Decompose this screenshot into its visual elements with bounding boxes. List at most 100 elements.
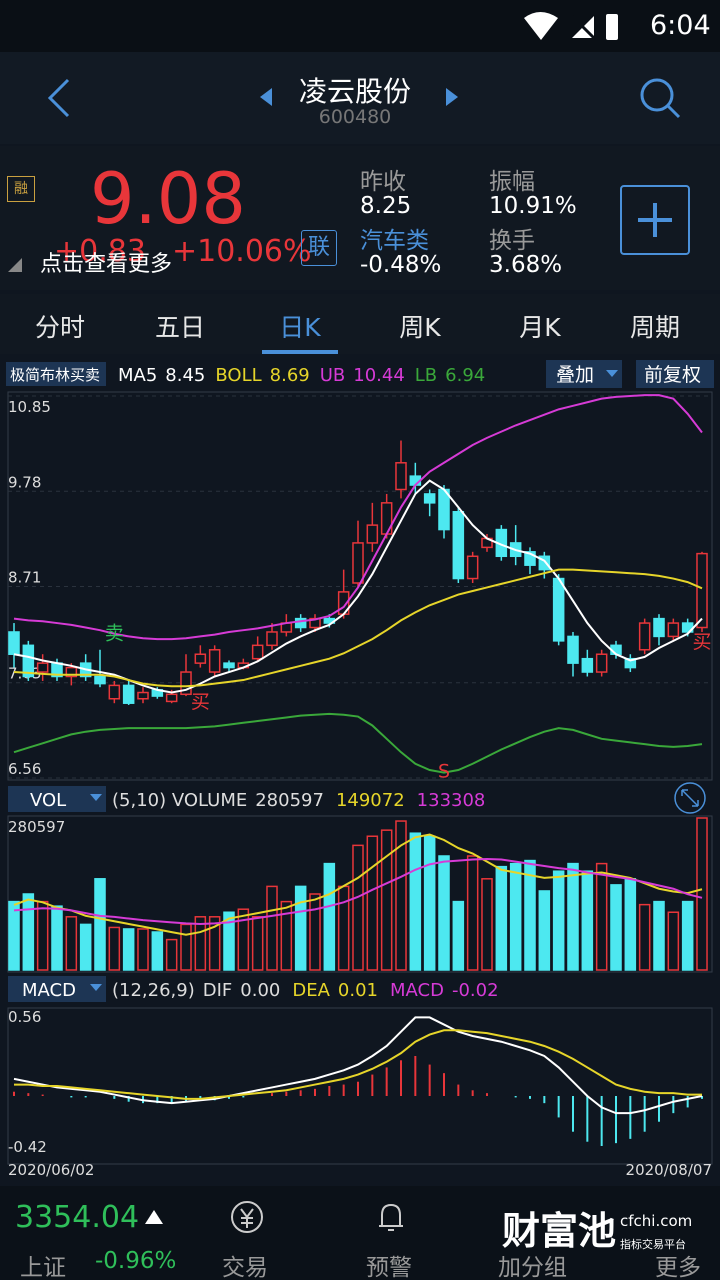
candle-body (423, 493, 436, 504)
candle-body (294, 617, 307, 629)
volume-bar (495, 865, 508, 971)
indicator-label: UB (320, 365, 346, 386)
add-watchlist[interactable] (620, 185, 690, 255)
y-tick-label: 10.85 (8, 398, 51, 416)
volume-bar (151, 931, 164, 971)
volume-bar (251, 916, 264, 971)
tab-active[interactable]: 日K (279, 313, 321, 342)
nav-item[interactable]: 加分组 (498, 1255, 567, 1280)
y-tick-label: 9.78 (8, 473, 41, 491)
macd-value: 0.01 (338, 980, 378, 1001)
vol-value: 133308 (417, 790, 486, 811)
candle-body (653, 617, 665, 638)
back-button[interactable] (44, 78, 74, 118)
volume-bar (409, 832, 422, 971)
volume-bar (122, 928, 135, 971)
vol-button[interactable] (8, 786, 106, 812)
nav-item[interactable]: 更多 (655, 1255, 701, 1280)
indicator-label: LB (415, 365, 437, 386)
status-bar (0, 0, 720, 52)
amplitude-label: 振幅 (489, 169, 535, 195)
price-change: +0.83 (54, 234, 146, 269)
candle-body (595, 653, 608, 673)
volume-bar (137, 928, 149, 971)
stock-name: 凌云股份 (298, 75, 411, 108)
volume-bar (337, 885, 350, 971)
trade-icon[interactable] (230, 1200, 264, 1234)
candle-body (22, 644, 35, 678)
clock: 6:04 (650, 10, 711, 41)
tab[interactable]: 分时 (34, 313, 85, 342)
indicator-label: BOLL (215, 365, 261, 386)
indicator-value: 10.44 (353, 365, 405, 386)
volume-bar (667, 911, 680, 971)
tab-bar (0, 294, 720, 354)
watermark-tagline: 指标交易平台 (620, 1238, 686, 1251)
signal-label: S (438, 760, 450, 782)
nav-item[interactable]: 交易 (222, 1255, 268, 1280)
next-stock[interactable] (444, 88, 460, 106)
volume-bar (395, 820, 407, 971)
macd-value: 0.00 (240, 980, 280, 1001)
macd-panel (7, 1007, 713, 1165)
indicator-line (13, 568, 703, 688)
vol-ma-line (13, 857, 703, 925)
indicator-value: 8.69 (270, 365, 310, 386)
volume-bar (524, 859, 536, 971)
overlay-button[interactable] (546, 360, 622, 388)
y-tick-label: 0.56 (8, 1008, 41, 1026)
volume-bar (266, 885, 278, 971)
candle-body (567, 635, 579, 664)
amplitude-value: 10.91% (489, 193, 577, 219)
date-label: 2020/08/07 (626, 1161, 712, 1179)
expand-button[interactable] (674, 782, 706, 814)
tab-underline (262, 350, 338, 354)
candle-body (194, 653, 207, 664)
volume-bar (79, 923, 92, 971)
volume-bar (237, 908, 250, 971)
price-change-pct: +10.06% (172, 234, 312, 269)
sector-label[interactable]: 汽车类 (360, 228, 429, 254)
tab[interactable]: 周期 (629, 313, 680, 342)
volume-bar (552, 870, 565, 971)
candle-body (137, 691, 149, 700)
more-hint[interactable]: 点击查看更多 (40, 252, 173, 277)
dropdown-arrow (606, 370, 618, 377)
volume-bar (366, 835, 379, 971)
macd-params: (12,26,9) (112, 980, 195, 1001)
candle-body (624, 657, 637, 669)
vol-name: VOL (30, 790, 66, 811)
volume-bar (8, 900, 20, 971)
candle-body (696, 552, 708, 629)
expand-icon (681, 789, 699, 807)
prev-stock[interactable] (258, 88, 274, 106)
link-button[interactable]: 联 (301, 230, 337, 266)
tab[interactable]: 五日 (154, 313, 205, 342)
alert-icon[interactable] (374, 1200, 408, 1234)
candle-body (452, 511, 465, 580)
signal-label: 买 (191, 691, 210, 713)
search-button[interactable] (638, 76, 682, 120)
candle-body (667, 622, 680, 638)
nav-item[interactable]: 预警 (366, 1255, 412, 1280)
stock-code: 600480 (318, 106, 392, 128)
adjust-button[interactable] (636, 360, 714, 388)
indicator-label: MA5 (118, 365, 157, 386)
candle-body (524, 551, 536, 566)
signal-label: 买 (692, 631, 711, 653)
macd-button[interactable] (8, 976, 106, 1002)
volume-bar (22, 893, 35, 971)
expand-corner (8, 258, 22, 272)
volume-bar (581, 870, 594, 971)
indicator-button[interactable] (6, 362, 106, 386)
candle-body (36, 662, 49, 673)
volume-bar (36, 900, 49, 971)
bottom-bar (0, 1186, 720, 1280)
volume-bar (223, 911, 235, 971)
tab[interactable]: 月K (519, 313, 561, 342)
dropdown-arrow (90, 984, 102, 991)
sector-value: -0.48% (360, 252, 442, 278)
index-change: -0.96% (95, 1248, 177, 1274)
tab[interactable]: 周K (399, 313, 441, 342)
